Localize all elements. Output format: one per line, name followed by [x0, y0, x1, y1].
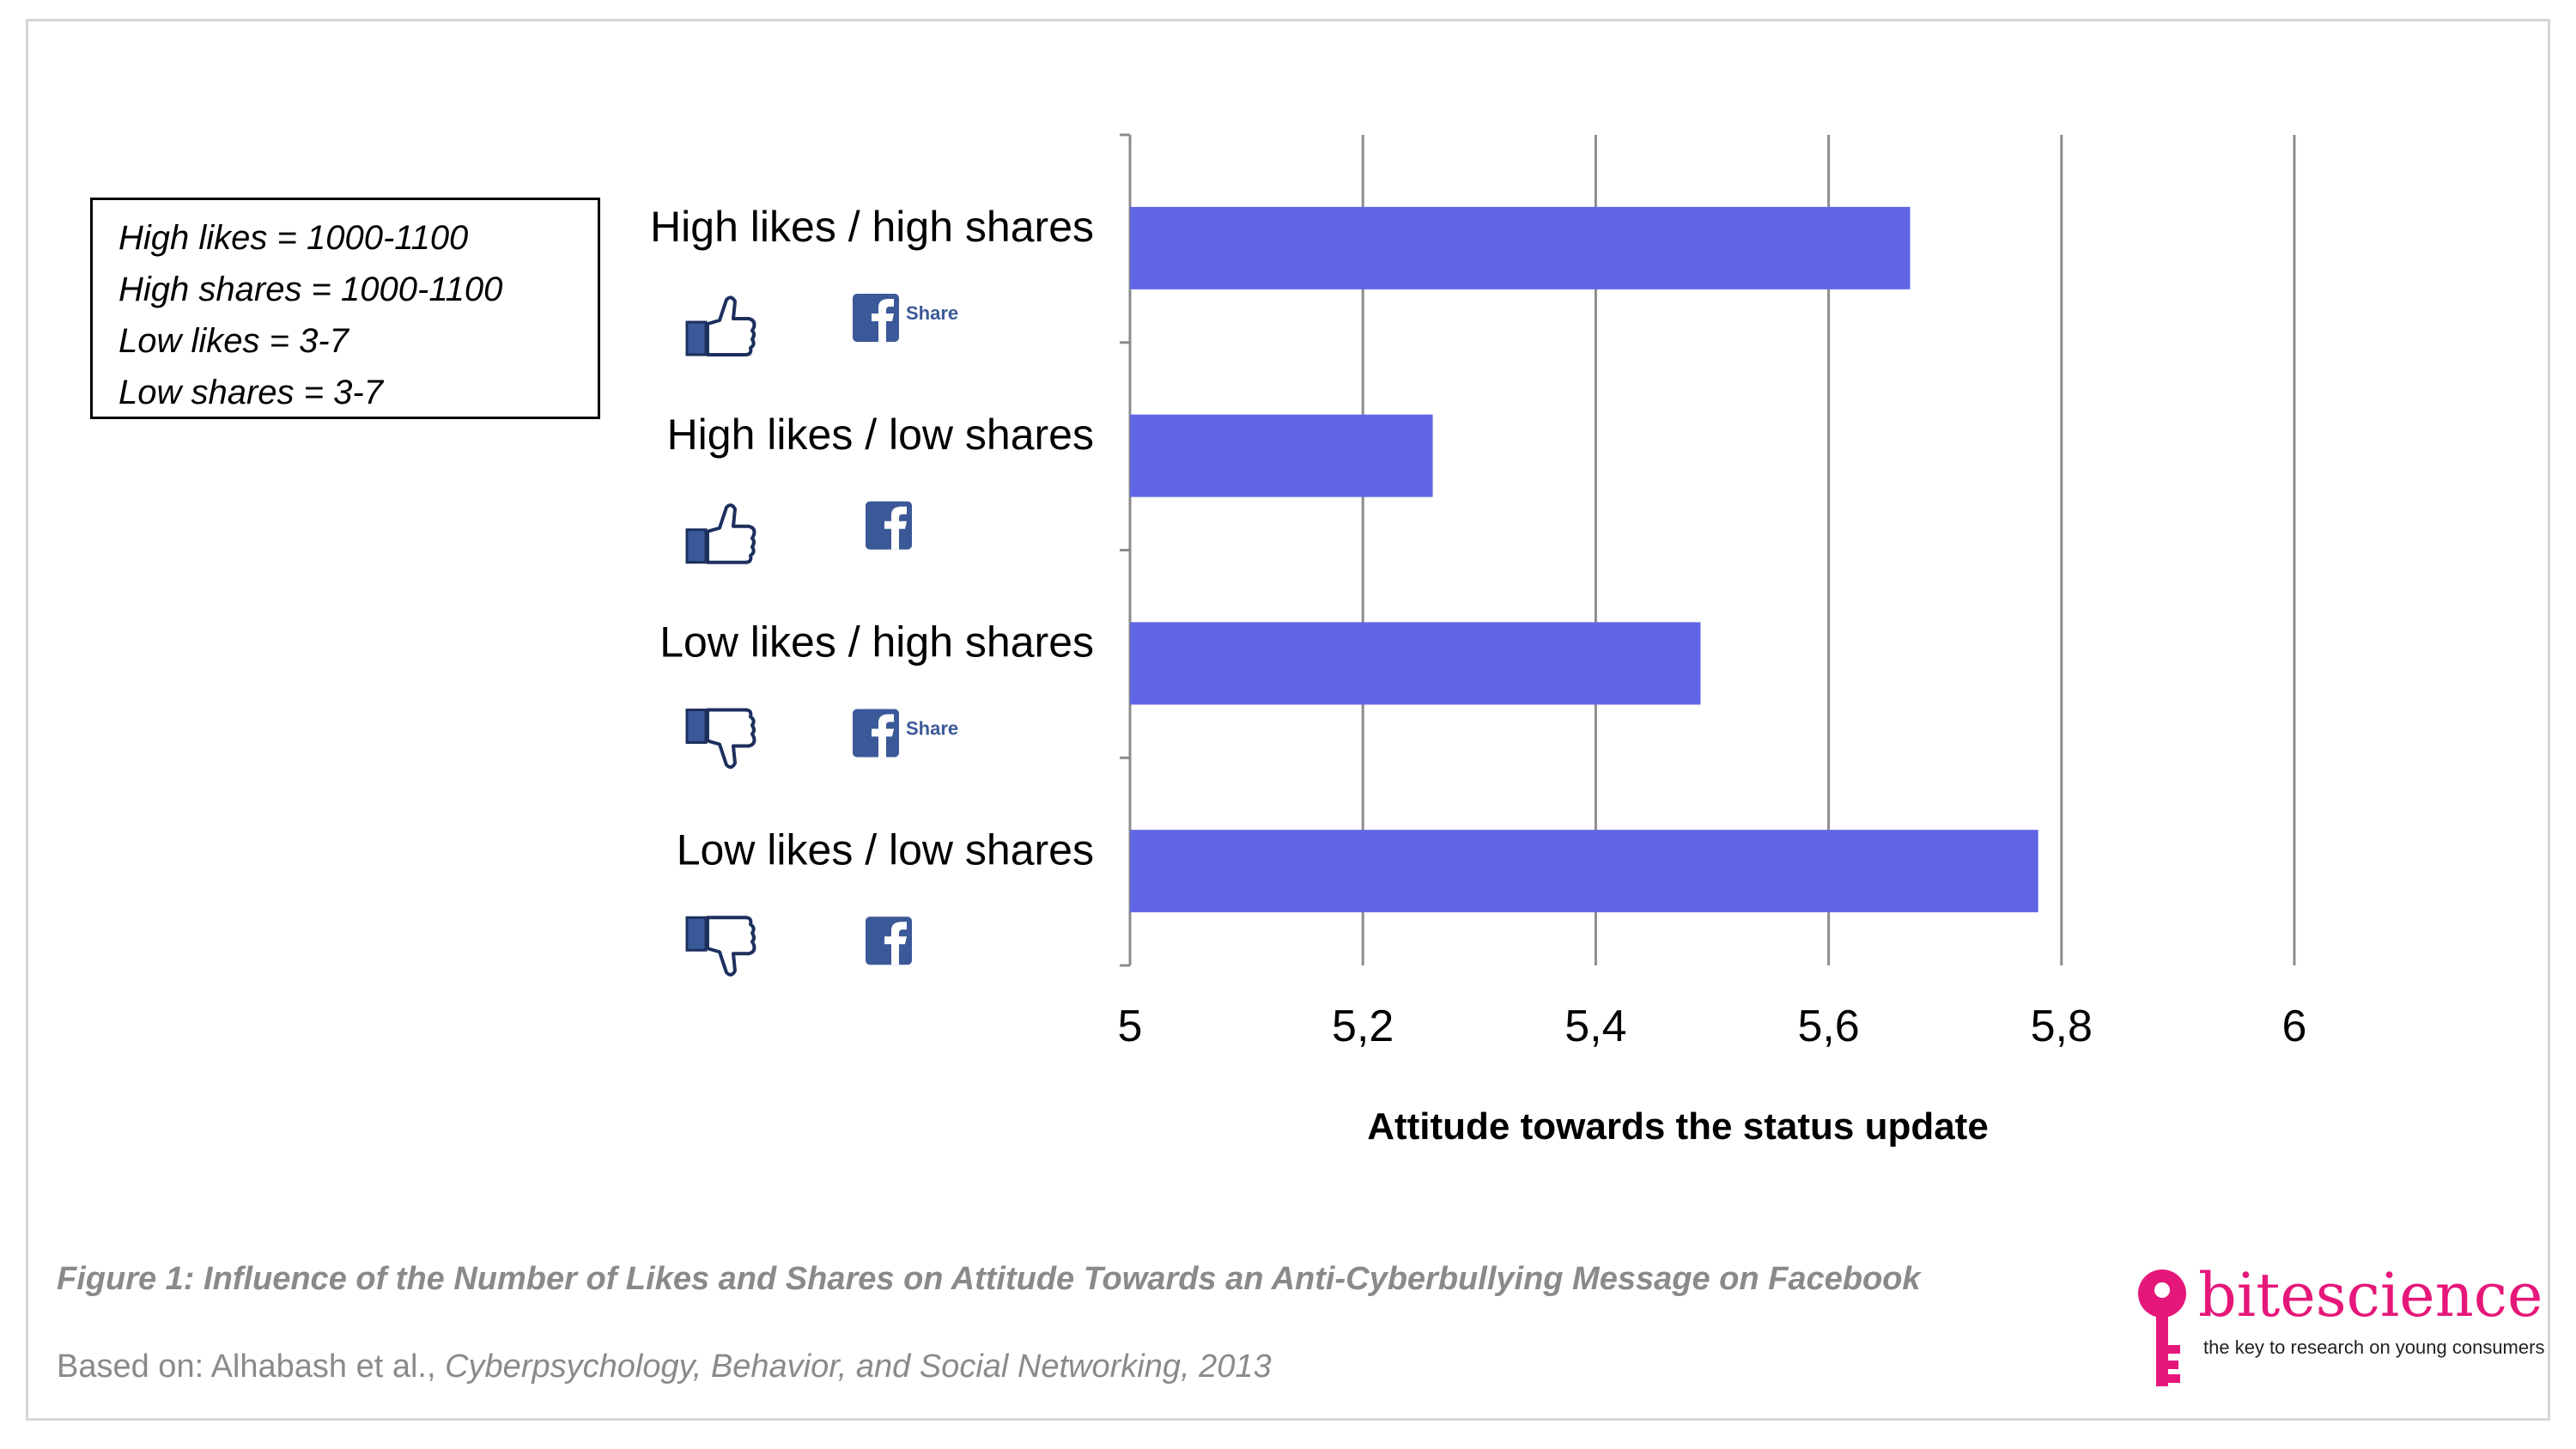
- legend-note-low-shares: Low shares = 3-7: [118, 374, 383, 411]
- bar: [1130, 830, 2038, 913]
- thumbs-down-icon: [685, 708, 756, 770]
- bar: [1130, 622, 1701, 705]
- x-tick-label: 5,6: [1797, 1002, 1859, 1051]
- thumbs-up-icon: [685, 503, 756, 564]
- category-label: High likes / high shares: [650, 203, 1094, 251]
- category-label: High likes / low shares: [667, 411, 1094, 459]
- bitescience-logo: bitescience the key to research on young…: [2129, 1261, 2550, 1390]
- brand-name: bitescience: [2198, 1260, 2543, 1330]
- figure-frame: [26, 19, 2550, 1421]
- source-journal: Cyberpsychology, Behavior, and Social Ne…: [445, 1349, 1272, 1385]
- x-tick-label: 5,2: [1332, 1002, 1394, 1051]
- x-tick-label: 5,8: [2031, 1002, 2093, 1051]
- x-axis-title: Attitude towards the status update: [1367, 1105, 1989, 1148]
- brand-tagline: the key to research on young consumers: [2203, 1336, 2545, 1358]
- facebook-share-label: Share: [906, 718, 958, 740]
- bar: [1130, 414, 1433, 497]
- legend-note-high-likes: High likes = 1000-1100: [118, 219, 469, 257]
- facebook-icon: [866, 916, 912, 965]
- facebook-share-icon: Share: [853, 294, 958, 342]
- facebook-share-icon: Share: [853, 709, 958, 758]
- x-tick-label: 5,4: [1564, 1002, 1626, 1051]
- legend-notes-box: High likes = 1000-1100 High shares = 100…: [90, 198, 600, 419]
- category-label: Low likes / low shares: [677, 825, 1094, 874]
- legend-note-low-likes: Low likes = 3-7: [118, 322, 349, 360]
- key-icon: [2138, 1269, 2186, 1386]
- legend-note-high-shares: High shares = 1000-1100: [118, 271, 503, 308]
- facebook-share-label: Share: [906, 302, 958, 324]
- facebook-icon: [866, 501, 912, 550]
- thumbs-down-icon: [685, 916, 756, 977]
- source-citation: Based on: Alhabash et al., Cyberpsycholo…: [57, 1349, 1272, 1385]
- x-tick-label: 5: [1118, 1002, 1143, 1051]
- figure-caption: Figure 1: Influence of the Number of Lik…: [57, 1261, 1921, 1297]
- x-tick-label: 6: [2282, 1002, 2307, 1051]
- thumbs-up-icon: [685, 295, 756, 356]
- category-label: Low likes / high shares: [659, 618, 1094, 667]
- bar: [1130, 206, 1911, 289]
- source-prefix: Based on: Alhabash et al.,: [57, 1349, 446, 1385]
